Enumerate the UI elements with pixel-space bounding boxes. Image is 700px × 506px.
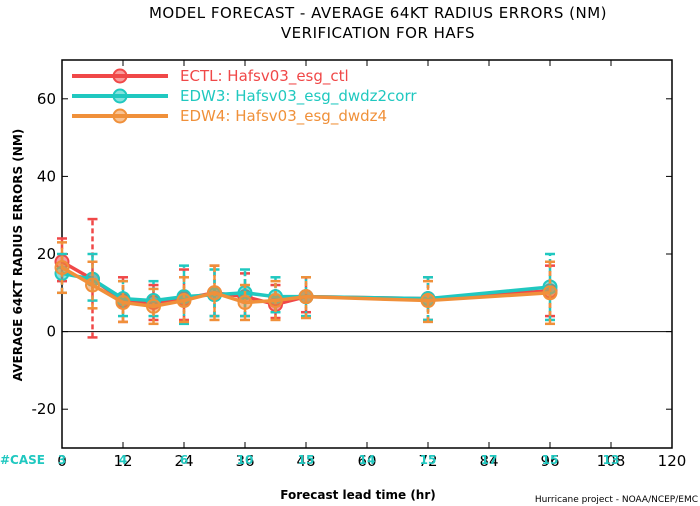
case-count: 6	[180, 453, 188, 467]
case-count: 3	[58, 453, 66, 467]
credit-text: Hurricane project - NOAA/NCEP/EMC	[535, 495, 698, 505]
x-tick-label: 36	[235, 452, 254, 470]
data-point	[115, 295, 131, 310]
x-tick-label: 60	[357, 452, 376, 470]
case-count: 13	[603, 453, 620, 467]
y-axis-label: AVERAGE 64KT RADIUS ERRORS (NM)	[11, 129, 25, 381]
chart-subtitle: VERIFICATION FOR HAFS	[281, 24, 475, 42]
x-axis-label: Forecast lead time (hr)	[280, 488, 436, 502]
case-count: 4	[119, 453, 127, 467]
series-group	[54, 241, 558, 326]
case-count: 14	[359, 453, 376, 467]
data-point	[237, 295, 253, 310]
data-point	[542, 285, 558, 301]
data-point	[85, 277, 100, 293]
data-point	[176, 293, 192, 309]
case-count: 15	[298, 453, 315, 467]
y-tick-label: 40	[37, 167, 56, 185]
x-tick-label: 120	[658, 452, 687, 470]
case-count-label: #CASE	[0, 453, 45, 467]
x-tick-label: 0	[57, 452, 67, 470]
data-point	[420, 293, 436, 309]
y-tick-label: -20	[32, 400, 57, 418]
case-count: 15	[542, 453, 559, 467]
legend-marker	[112, 68, 128, 84]
legend-marker	[112, 108, 128, 124]
series-layer	[54, 217, 558, 339]
x-tick-label: 48	[296, 452, 315, 470]
data-point	[207, 285, 222, 301]
case-count: 10	[237, 453, 254, 467]
legend-label: EDW3: Hafsv03_esg_dwdz2corr	[180, 87, 417, 106]
case-count: 15	[420, 453, 437, 467]
data-point	[146, 298, 161, 314]
x-tick-label: 72	[418, 452, 437, 470]
case-counts: 3 4 6 10 15 14 15 17 15 13	[58, 453, 620, 467]
legend-marker	[112, 88, 128, 104]
x-tick-label: 108	[597, 452, 626, 470]
x-tick-label: 12	[113, 452, 132, 470]
data-point	[268, 293, 283, 309]
x-tick-label: 84	[479, 452, 498, 470]
y-tick-label: 0	[46, 323, 56, 341]
x-tick-label: 96	[540, 452, 559, 470]
case-count: 17	[481, 453, 498, 467]
x-tick-label: 24	[174, 452, 193, 470]
data-point	[298, 289, 314, 305]
legend-label: EDW4: Hafsv03_esg_dwdz4	[180, 107, 387, 126]
y-tick-label: 20	[37, 245, 56, 263]
legend-label: ECTL: Hafsv03_esg_ctl	[180, 67, 349, 86]
chart-title: MODEL FORECAST - AVERAGE 64KT RADIUS ERR…	[149, 4, 607, 22]
data-point	[54, 260, 70, 276]
y-tick-label: 60	[37, 90, 56, 108]
